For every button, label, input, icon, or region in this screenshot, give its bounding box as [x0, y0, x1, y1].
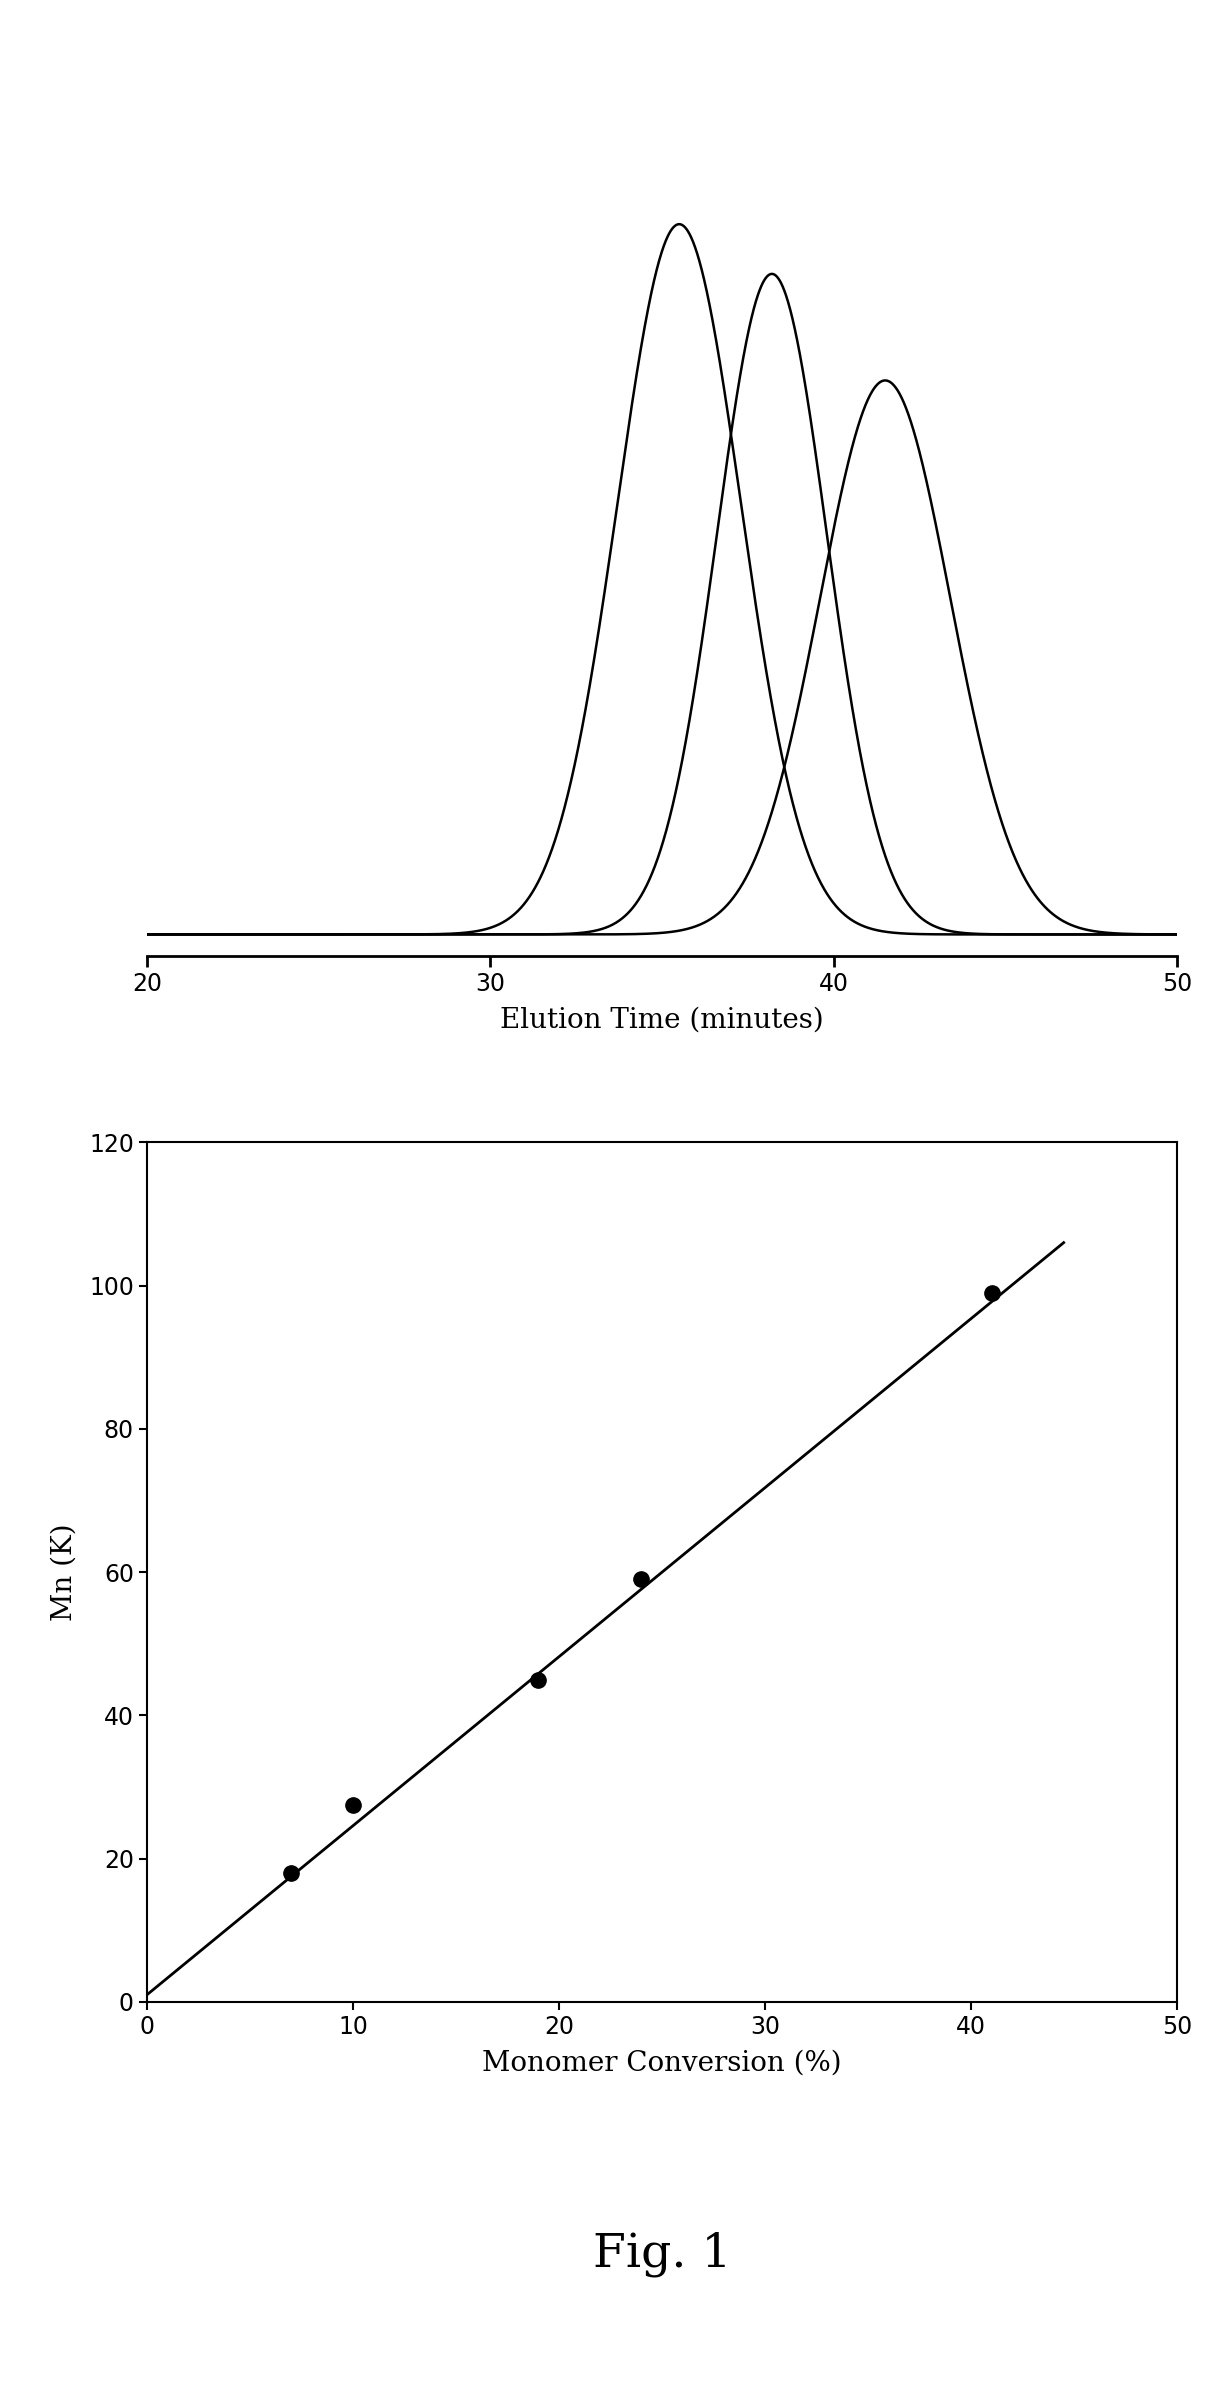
Y-axis label: Mn (K): Mn (K): [51, 1524, 78, 1621]
Point: [982, 1274, 1002, 1312]
Text: Fig. 1: Fig. 1: [593, 2232, 731, 2278]
Point: [343, 1787, 363, 1825]
Point: [631, 1560, 651, 1599]
Point: [282, 1854, 302, 1893]
Point: [528, 1659, 548, 1698]
X-axis label: Monomer Conversion (%): Monomer Conversion (%): [482, 2049, 842, 2078]
X-axis label: Elution Time (minutes): Elution Time (minutes): [500, 1007, 824, 1033]
